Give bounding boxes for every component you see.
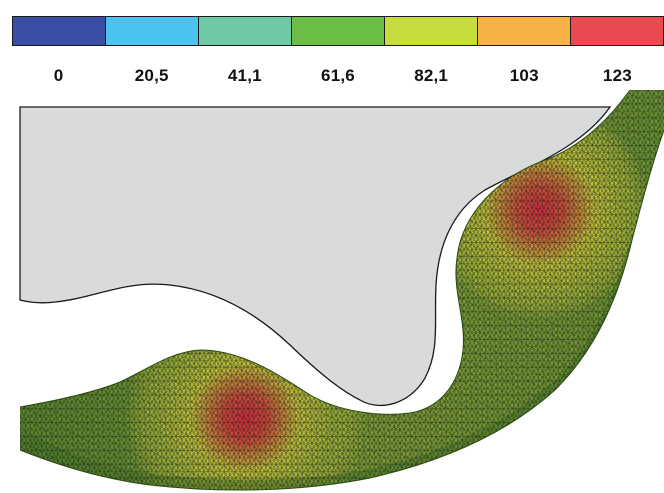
- color-scale-segment-6: [478, 16, 571, 46]
- scale-label-0: 0: [53, 66, 64, 85]
- mesh-diagram: [19, 90, 664, 491]
- color-scale-segment-3: [199, 16, 292, 46]
- scale-label-2: 41,1: [227, 66, 262, 85]
- color-scale-segment-4: [292, 16, 385, 46]
- color-scale-segment-7: [571, 16, 664, 46]
- scale-label-6: 123: [602, 66, 632, 85]
- color-scale-segment-5: [385, 16, 478, 46]
- scale-label-4: 82,1: [414, 66, 449, 85]
- color-scale-segment-1: [12, 16, 106, 46]
- solid-body: [19, 106, 612, 407]
- color-scale-labels: 0 20,5 41,1 61,6 82,1 103 123: [12, 66, 664, 92]
- scale-label-1: 20,5: [134, 66, 169, 85]
- scale-label-3: 61,6: [321, 66, 355, 85]
- color-scale-bar: [12, 16, 664, 46]
- color-scale-segment-2: [106, 16, 199, 46]
- scale-label-5: 103: [509, 66, 539, 85]
